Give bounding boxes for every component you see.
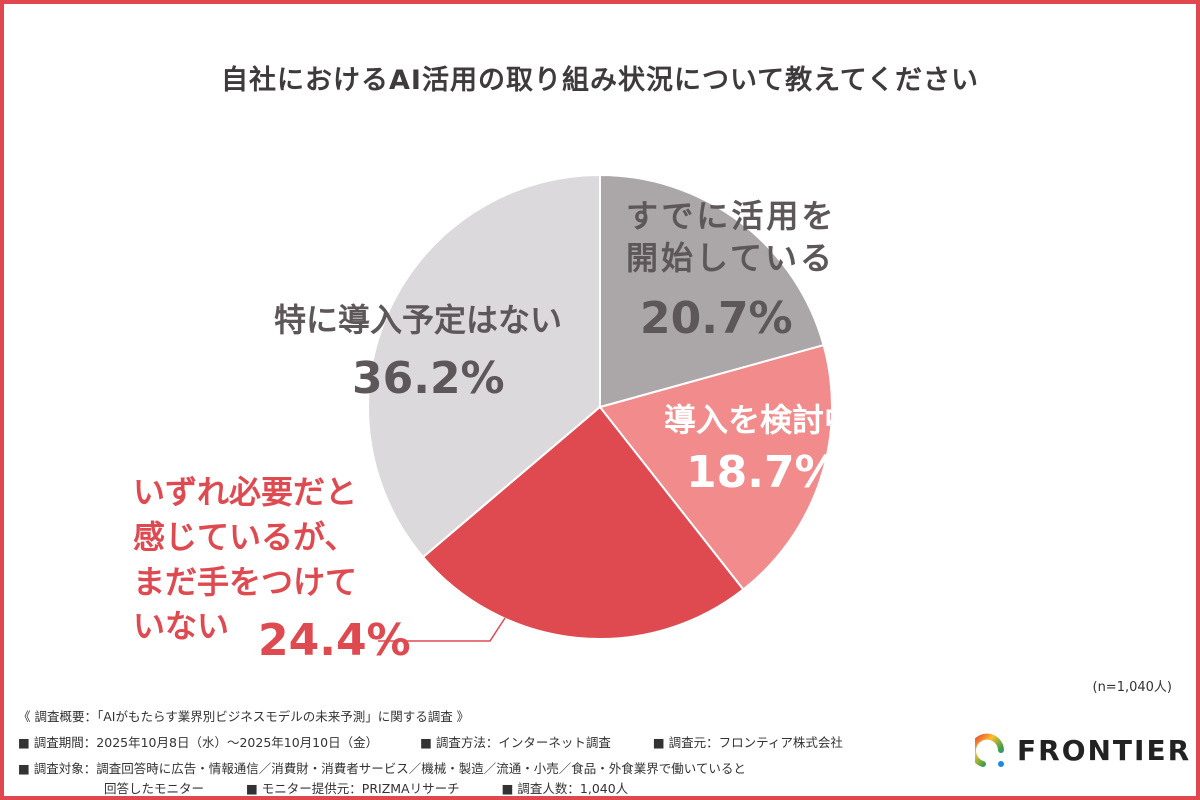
label-slice-1: 導入を検討中である [664, 401, 952, 439]
survey-target-cont: 回答したモニター [104, 781, 205, 796]
footer-heading: 《 調査概要：「AIがもたらす業界別ビジネスモデルの未来予測」に関する調査 》 [18, 709, 470, 724]
monitor-provider: ■ モニター提供元：PRIZMAリサーチ [246, 781, 460, 796]
survey-method: ■ 調査方法：インターネット調査 [420, 735, 611, 750]
pie-slice-2 [421, 405, 745, 640]
pie-slice-0 [599, 173, 825, 409]
survey-period: ■ 調査期間：2025年10月8日（水）〜2025年10月10日（金） [18, 735, 379, 750]
label-slice-3: 特に導入予定はない [274, 301, 563, 339]
footer-line1: ■ 調査期間：2025年10月8日（水）〜2025年10月10日（金） ■ 調査方… [18, 732, 885, 751]
pie-slice-1 [598, 343, 833, 591]
sample-size: (n=1,040人) [1092, 680, 1173, 695]
pie-slice-3 [367, 173, 601, 559]
chart-title: 自社におけるAI活用の取り組み状況について教えてください [221, 65, 979, 96]
logo-mark-icon [975, 733, 1004, 767]
logo-text: FRONTIER [1017, 733, 1192, 767]
label-slice-2: いずれ必要だと感じているが、まだ手をつけていない [133, 473, 358, 646]
value-slice-1: 18.7% [686, 447, 839, 498]
label-slice-0: すでに活用を開始している [626, 197, 837, 277]
value-slice-0: 20.7% [640, 293, 793, 344]
value-slice-3: 36.2% [352, 353, 505, 404]
footer-line2: ■ 調査対象：調査回答時に広告・情報通信／消費財・消費者サービス／機械・製造／流… [18, 761, 746, 776]
frontier-logo: FRONTIER [975, 730, 1191, 770]
value-slice-2: 24.4% [258, 615, 411, 666]
respondents: ■ 調査人数：1,040人 [501, 781, 629, 796]
leader-line [378, 617, 506, 642]
footer-line3: 回答したモニター ■ モニター提供元：PRIZMAリサーチ ■ 調査人数：1,040… [104, 778, 670, 797]
survey-source: ■ 調査元：フロンティア株式会社 [652, 735, 843, 750]
